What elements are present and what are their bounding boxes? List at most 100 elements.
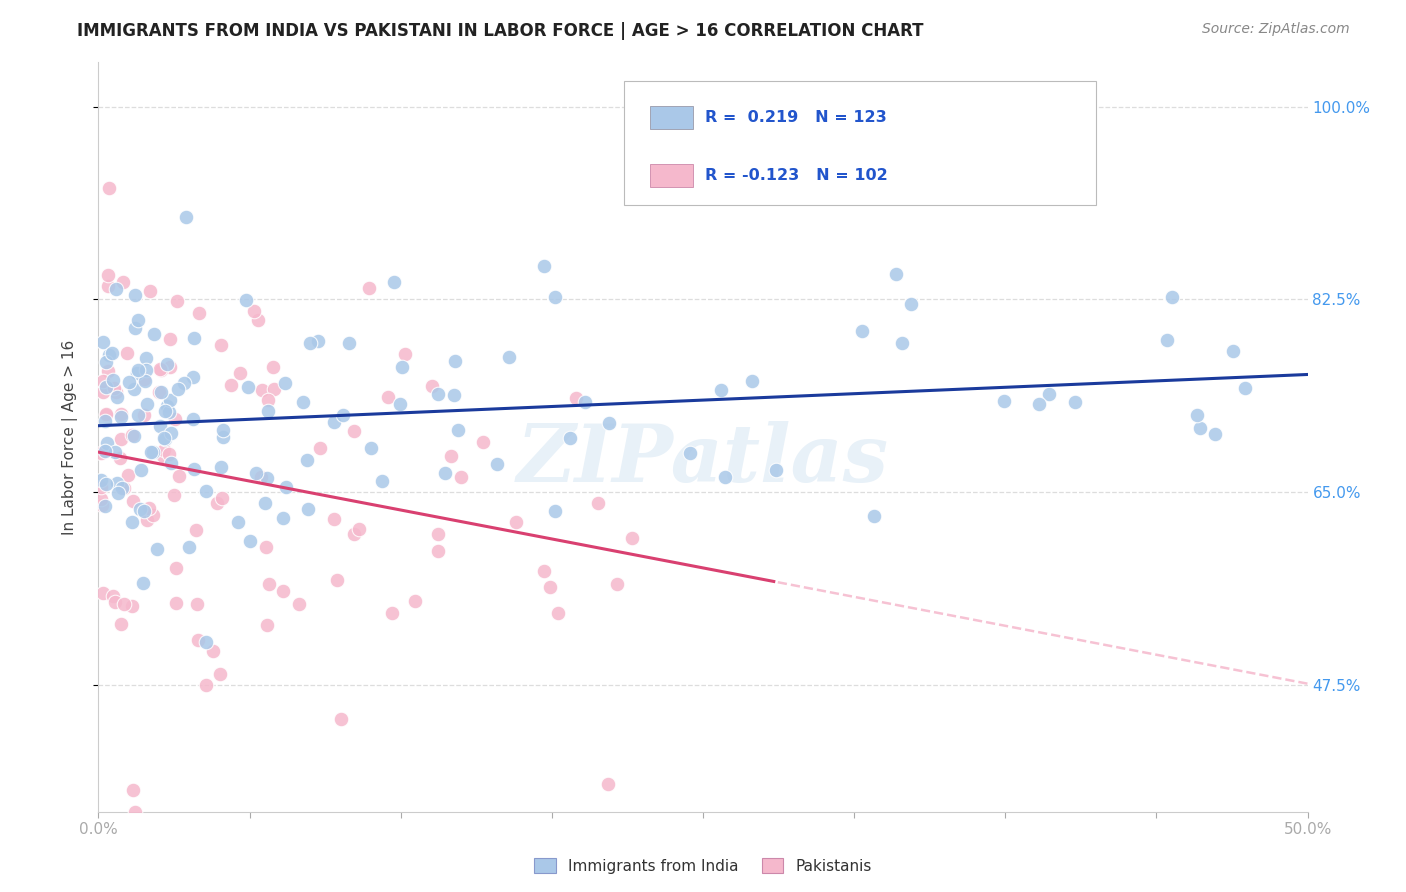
Point xyxy=(104,282,127,296)
Point xyxy=(426,527,449,541)
Point xyxy=(247,313,270,327)
Text: R =  0.219   N = 123: R = 0.219 N = 123 xyxy=(706,110,887,125)
Point xyxy=(173,376,195,391)
Point xyxy=(153,443,176,458)
Point xyxy=(219,377,242,392)
Point xyxy=(117,467,139,482)
FancyBboxPatch shape xyxy=(624,81,1097,205)
Point xyxy=(98,181,121,195)
Point xyxy=(1188,420,1211,434)
Point xyxy=(96,408,118,422)
Point xyxy=(863,508,886,523)
Point xyxy=(104,445,127,459)
Point xyxy=(163,412,186,426)
Point xyxy=(96,407,118,421)
Point xyxy=(359,281,381,295)
Point xyxy=(347,522,370,536)
Point xyxy=(257,404,280,418)
Point xyxy=(134,371,156,385)
Point xyxy=(274,376,297,390)
Text: Source: ZipAtlas.com: Source: ZipAtlas.com xyxy=(1202,22,1350,37)
Point xyxy=(156,400,179,414)
Point xyxy=(110,616,132,631)
Point xyxy=(139,445,162,459)
Point xyxy=(149,418,172,433)
Point xyxy=(245,466,267,480)
Point xyxy=(157,447,180,461)
Point xyxy=(332,408,354,422)
Point xyxy=(91,585,114,599)
Point xyxy=(159,393,181,408)
Point xyxy=(159,332,181,346)
Point xyxy=(167,469,190,483)
Point xyxy=(146,542,169,557)
Point xyxy=(121,427,143,442)
Point xyxy=(343,424,366,438)
Point xyxy=(112,598,135,612)
Point xyxy=(337,335,360,350)
Point xyxy=(447,423,470,437)
Point xyxy=(236,380,259,394)
Point xyxy=(226,515,249,529)
Point xyxy=(427,386,450,401)
Point xyxy=(211,430,233,444)
Point xyxy=(249,470,271,484)
Point xyxy=(115,346,138,360)
Point xyxy=(105,384,128,399)
Point xyxy=(229,367,252,381)
Point xyxy=(404,593,426,607)
Point xyxy=(574,394,596,409)
Point xyxy=(152,449,174,463)
Point xyxy=(135,363,157,377)
Point xyxy=(148,384,170,399)
Point xyxy=(1204,426,1226,441)
Point xyxy=(91,334,114,349)
Point xyxy=(394,346,416,360)
Text: ZIPatlas: ZIPatlas xyxy=(517,421,889,499)
Point xyxy=(505,515,527,529)
Point xyxy=(111,481,134,495)
Point xyxy=(159,359,181,374)
Point xyxy=(134,408,156,422)
Point xyxy=(598,777,620,791)
Point xyxy=(765,463,787,477)
Point xyxy=(105,391,128,405)
Point xyxy=(295,453,318,467)
Point xyxy=(472,434,495,449)
Point xyxy=(993,394,1015,409)
Point xyxy=(90,446,112,460)
Point xyxy=(110,432,132,446)
Point xyxy=(181,369,204,384)
Point xyxy=(135,351,157,366)
Point xyxy=(142,326,165,341)
Point xyxy=(163,488,186,502)
Point xyxy=(153,404,176,418)
Point xyxy=(209,666,232,681)
Point xyxy=(111,276,134,290)
Point xyxy=(209,337,232,351)
Point xyxy=(201,644,224,658)
Point xyxy=(91,374,114,388)
Point xyxy=(271,584,294,599)
Point xyxy=(212,423,235,437)
Point xyxy=(187,306,209,320)
Point xyxy=(1234,381,1257,395)
Point xyxy=(127,313,149,327)
Point xyxy=(900,296,922,310)
Text: R = -0.123   N = 102: R = -0.123 N = 102 xyxy=(706,168,889,183)
Point xyxy=(153,431,176,445)
Point xyxy=(710,383,733,397)
Point xyxy=(239,534,262,549)
Point xyxy=(129,502,152,516)
Point xyxy=(150,384,173,399)
Point xyxy=(262,360,284,375)
Point xyxy=(110,409,132,424)
Point xyxy=(132,504,155,518)
Point xyxy=(127,408,149,422)
Point xyxy=(104,595,127,609)
Point xyxy=(323,512,346,526)
Point xyxy=(450,470,472,484)
Point xyxy=(565,391,588,405)
Point xyxy=(93,443,115,458)
Point xyxy=(377,390,399,404)
